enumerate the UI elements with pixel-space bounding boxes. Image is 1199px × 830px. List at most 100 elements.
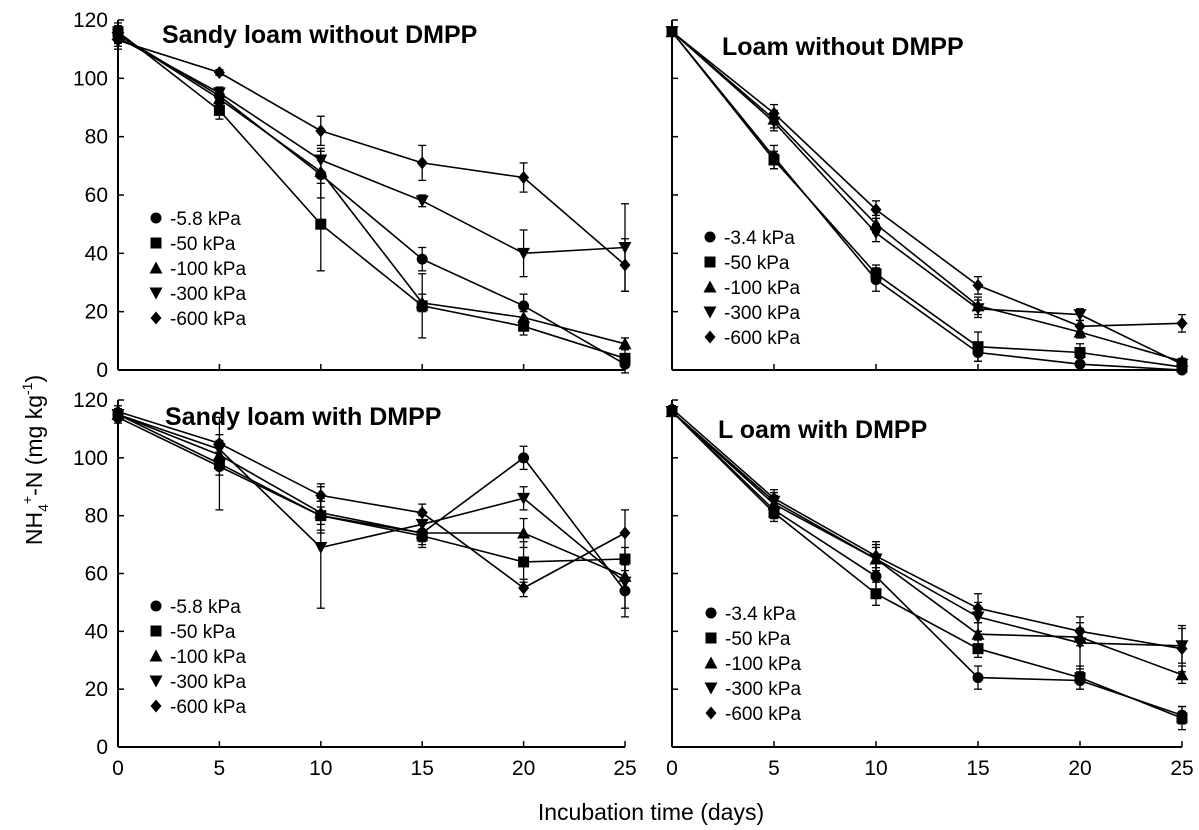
series-line [117,33,626,345]
data-point [518,320,530,332]
series-line [671,31,1183,371]
legend-marker [704,330,716,344]
data-point [213,436,225,450]
legend-label: -3.4 kPa [725,604,796,625]
y-axis-label-subscript: 4 [35,504,51,512]
y-axis-label-main: NH [21,512,47,545]
data-point [213,66,225,79]
data-point [518,581,530,595]
x-tick-label: 10 [864,757,887,780]
data-point [768,106,780,120]
data-point [517,526,531,539]
x-tick-label: 15 [411,757,434,780]
series-line [671,31,1183,363]
legend-label: -50 kPa [170,234,236,255]
legend-marker [150,237,162,249]
x-tick-label: 25 [1170,757,1193,780]
data-point [112,405,124,419]
legend-marker [150,699,162,713]
data-point [1176,712,1188,724]
legend-marker [150,311,162,325]
series-line [117,413,626,583]
legend-label: -50 kPa [170,622,236,643]
data-point [768,154,780,166]
chart-panel-3: 0 20 40 60 80 100 120 0 5 10 15 20 25 Sandy loam with… [73,389,637,780]
x-tick-label: 0 [112,757,124,780]
data-point [666,402,678,416]
legend-label: -300 kPa [170,672,246,693]
data-point [618,576,632,589]
legend-label: -300 kPa [170,284,246,305]
data-point [972,672,984,684]
chart-panel-1: 0 20 40 60 80 100 120 Sandy loam without DMPP -5… [73,9,632,382]
y-tick-label: 60 [85,184,108,207]
legend-marker [149,261,163,274]
data-point [618,337,632,350]
data-point [213,104,225,116]
x-tick-label: 5 [214,757,226,780]
panel-title: Sandy loam with DMPP [165,403,441,431]
legend-label: -100 kPa [170,259,246,280]
legend-label: -100 kPa [170,647,246,668]
series-line [671,31,1183,365]
data-point [972,341,984,353]
legend-label: -300 kPa [725,679,801,700]
data-point [870,588,882,600]
data-point [1074,624,1086,638]
legend-marker [705,607,717,619]
y-axis-label-rest: -N (mg kg [21,395,47,496]
series-line [117,413,626,578]
legend-marker [705,632,717,644]
legend-label: -600 kPa [170,697,246,718]
data-point [416,156,428,170]
data-point [314,541,328,554]
series-line [117,31,626,360]
data-point [1073,309,1087,322]
data-point [619,258,631,272]
x-tick-label: 5 [768,757,780,780]
data-point [315,488,327,502]
y-tick-label: 20 [85,301,108,324]
data-point [1175,668,1189,681]
data-point [518,556,530,568]
y-axis-label-superscript: -1 [19,382,35,395]
data-point [869,227,883,240]
legend-label: -5.8 kPa [170,209,241,230]
panel-title: L oam with DMPP [718,416,927,444]
series-line [117,410,626,589]
data-point [1074,319,1086,333]
data-point [971,303,985,316]
data-point [870,268,882,280]
x-tick-label: 10 [309,757,332,780]
legend-label: -600 kPa [724,328,800,349]
data-point [314,154,328,167]
x-tick-label: 20 [512,757,535,780]
chart-panel-4: 0 5 10 15 20 25 L oam with DMPP -3.4 kPa -50 kPa… [665,399,1194,780]
y-tick-label: 40 [85,620,108,643]
series-line [117,416,626,592]
data-point [518,300,530,312]
legend-label: -300 kPa [724,303,800,324]
data-point [415,296,429,309]
data-point [1175,358,1189,371]
y-tick-label: 120 [73,389,108,412]
legend-marker [704,682,718,695]
series-line [671,408,1183,650]
data-point [517,492,531,505]
legend-marker [704,656,718,669]
series-line [117,39,626,266]
series-line [671,411,1183,716]
legend-marker [150,212,162,224]
data-point [517,247,531,260]
data-point [619,526,631,540]
data-point [112,33,124,47]
data-point [1176,642,1188,656]
legend-label: -50 kPa [724,253,790,274]
y-tick-label: 80 [85,126,108,149]
data-point [518,452,530,464]
legend-marker [703,280,717,293]
series-line [117,36,626,255]
x-tick-label: 20 [1068,757,1091,780]
data-point [1074,672,1086,684]
